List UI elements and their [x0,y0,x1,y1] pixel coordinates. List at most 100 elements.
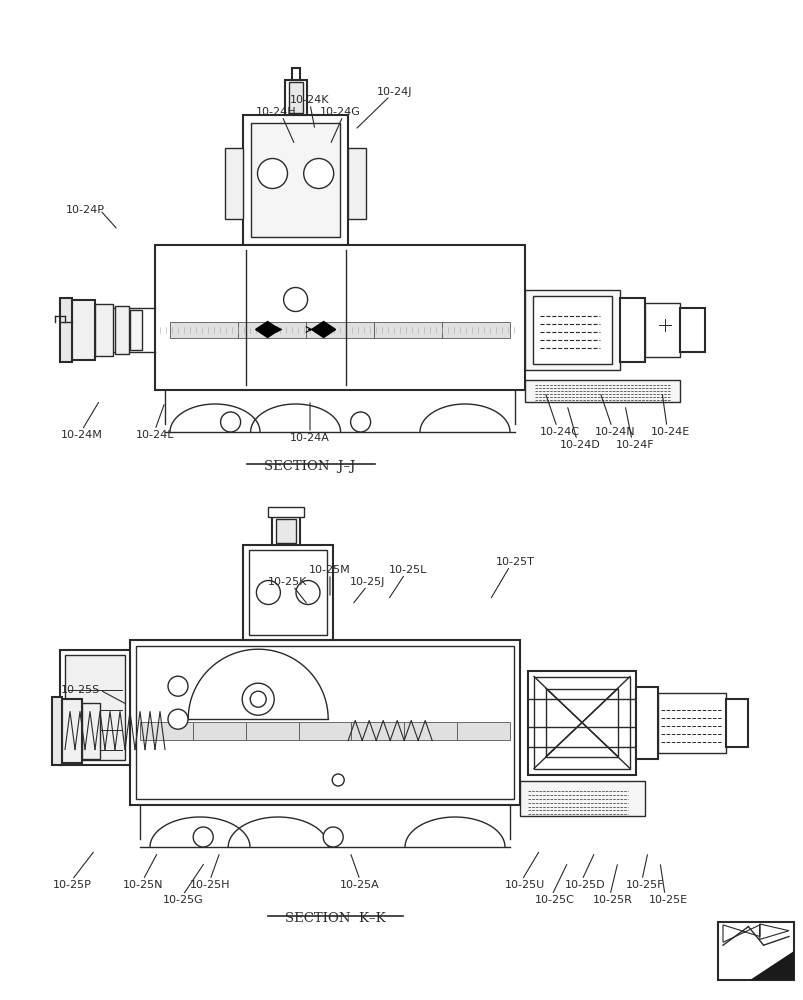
Text: 10-25N: 10-25N [123,880,163,890]
Bar [169,322,238,338]
Bar [725,698,747,746]
Text: 10-25L: 10-25L [389,565,426,575]
Bar [520,781,644,816]
Bar [657,692,725,752]
Bar [272,517,300,545]
Text: 10-24M: 10-24M [61,430,103,440]
Text: SECTION  J–J: SECTION J–J [264,460,355,473]
Text: 10-24G: 10-24G [319,107,360,117]
Text: 10-25R: 10-25R [593,895,632,905]
Bar [619,298,644,361]
Bar [373,322,442,338]
Text: 10-24F: 10-24F [615,440,654,450]
Bar [404,721,457,739]
Circle shape [193,827,213,847]
Bar [251,123,340,237]
Bar [249,550,327,635]
Circle shape [168,676,188,696]
Bar [130,310,142,350]
Text: 10-24A: 10-24A [290,433,329,443]
Bar [288,82,302,113]
Text: 10-25K: 10-25K [268,577,308,587]
Bar [60,298,72,361]
Bar [306,322,373,338]
Bar [679,308,704,352]
Bar [136,646,513,799]
Text: 10-25P: 10-25P [52,880,92,890]
Bar [243,115,348,245]
Bar [524,379,679,401]
Bar [298,721,351,739]
Bar [284,80,306,115]
Text: 10-25J: 10-25J [350,577,385,587]
Text: 10-24E: 10-24E [650,427,689,437]
Text: 10-24K: 10-24K [290,95,329,105]
Bar [457,721,509,739]
Bar [528,670,635,774]
Text: 10-25M: 10-25M [308,565,350,575]
Bar [193,721,246,739]
Text: 10-25U: 10-25U [504,880,544,890]
Text: 10-25C: 10-25C [535,895,574,905]
Bar [60,650,130,765]
Polygon shape [255,322,279,338]
Bar [351,721,404,739]
Text: 10-24C: 10-24C [540,427,579,437]
Bar [62,698,82,762]
Bar [524,290,619,369]
Circle shape [250,691,266,707]
Circle shape [332,774,344,786]
Bar [291,68,300,80]
Text: 10-25T: 10-25T [495,557,534,567]
Polygon shape [312,322,335,338]
Text: 10-24H: 10-24H [255,107,296,117]
Bar [95,304,113,356]
Bar [268,507,304,517]
Text: 10-25A: 10-25A [340,880,379,890]
Bar [130,640,520,805]
Bar [348,148,365,219]
Circle shape [220,412,240,432]
Text: 10-24J: 10-24J [377,87,412,97]
Text: 10-25E: 10-25E [648,895,687,905]
Bar [52,696,62,764]
Bar [82,702,100,758]
Circle shape [304,159,333,189]
Text: SECTION  K–K: SECTION K–K [284,912,385,925]
Bar [65,655,124,760]
Text: 10-24D: 10-24D [559,440,600,450]
Text: 10-25H: 10-25H [190,880,230,890]
Bar [635,686,657,758]
Bar [533,676,630,768]
Circle shape [296,580,320,604]
Bar [243,545,332,640]
Bar [246,721,298,739]
Circle shape [256,580,280,604]
Bar [717,922,793,980]
Text: 10-24N: 10-24N [594,427,634,437]
Polygon shape [749,951,793,980]
Circle shape [257,159,287,189]
Bar [225,148,243,219]
Text: 10-24L: 10-24L [136,430,174,440]
Circle shape [283,288,308,312]
Text: 10-25D: 10-25D [564,880,605,890]
Circle shape [242,683,274,715]
Text: 10-25S: 10-25S [60,685,100,695]
Bar [155,245,524,390]
Circle shape [323,827,343,847]
Circle shape [350,412,370,432]
Text: 10-25G: 10-25G [162,895,203,905]
Bar [532,296,611,363]
Bar [442,322,509,338]
Circle shape [168,709,188,729]
Bar [238,322,306,338]
Bar [115,306,128,354]
Bar [545,688,618,756]
Bar [72,300,95,360]
Text: 10-25F: 10-25F [625,880,663,890]
Bar [140,721,193,739]
Bar [276,519,296,543]
Text: 10-24P: 10-24P [65,205,104,215]
Bar [644,302,679,357]
